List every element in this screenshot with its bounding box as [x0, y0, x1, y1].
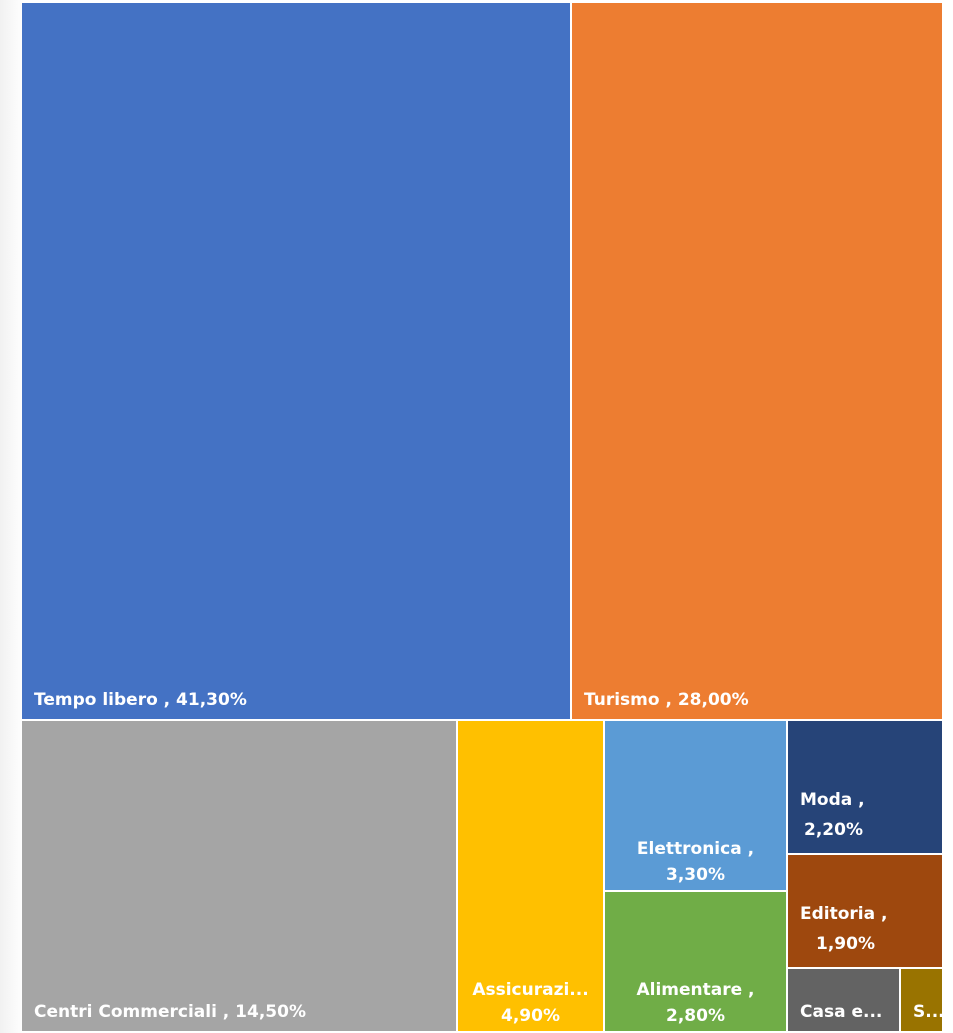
- treemap-label: Editoria , 1,90%: [800, 904, 888, 954]
- treemap-tile-tempo-libero: Tempo libero , 41,30%: [22, 3, 572, 721]
- treemap-tile-alimentare: Alimentare , 2,80%: [605, 892, 788, 1033]
- treemap-label: Moda , 2,20%: [800, 790, 865, 840]
- treemap-tile-turismo: Turismo , 28,00%: [572, 3, 944, 721]
- treemap-label: S...: [913, 1002, 944, 1022]
- treemap-label: Tempo libero , 41,30%: [34, 690, 247, 710]
- treemap-chart: Tempo libero , 41,30% Turismo , 28,00% Cen…: [22, 3, 944, 1033]
- treemap-tile-casa-e: Casa e...: [788, 969, 901, 1033]
- treemap-label: Alimentare , 2,80%: [636, 980, 755, 1026]
- treemap-label: Assicurazi... 4,90%: [472, 980, 589, 1026]
- treemap-tile-centri-commerciali: Centri Commerciali , 14,50%: [22, 721, 458, 1033]
- treemap-label: Centri Commerciali , 14,50%: [34, 1002, 306, 1022]
- treemap-tile-elettronica: Elettronica , 3,30%: [605, 721, 788, 892]
- treemap-label: Casa e...: [800, 1002, 883, 1022]
- treemap-label: Elettronica , 3,30%: [636, 839, 755, 885]
- treemap-tile-assicurazioni: Assicurazi... 4,90%: [458, 721, 605, 1033]
- treemap-tile-editoria: Editoria , 1,90%: [788, 855, 944, 969]
- treemap-tile-s: S...: [901, 969, 944, 1033]
- treemap-tile-moda: Moda , 2,20%: [788, 721, 944, 855]
- treemap-label: Turismo , 28,00%: [584, 690, 749, 710]
